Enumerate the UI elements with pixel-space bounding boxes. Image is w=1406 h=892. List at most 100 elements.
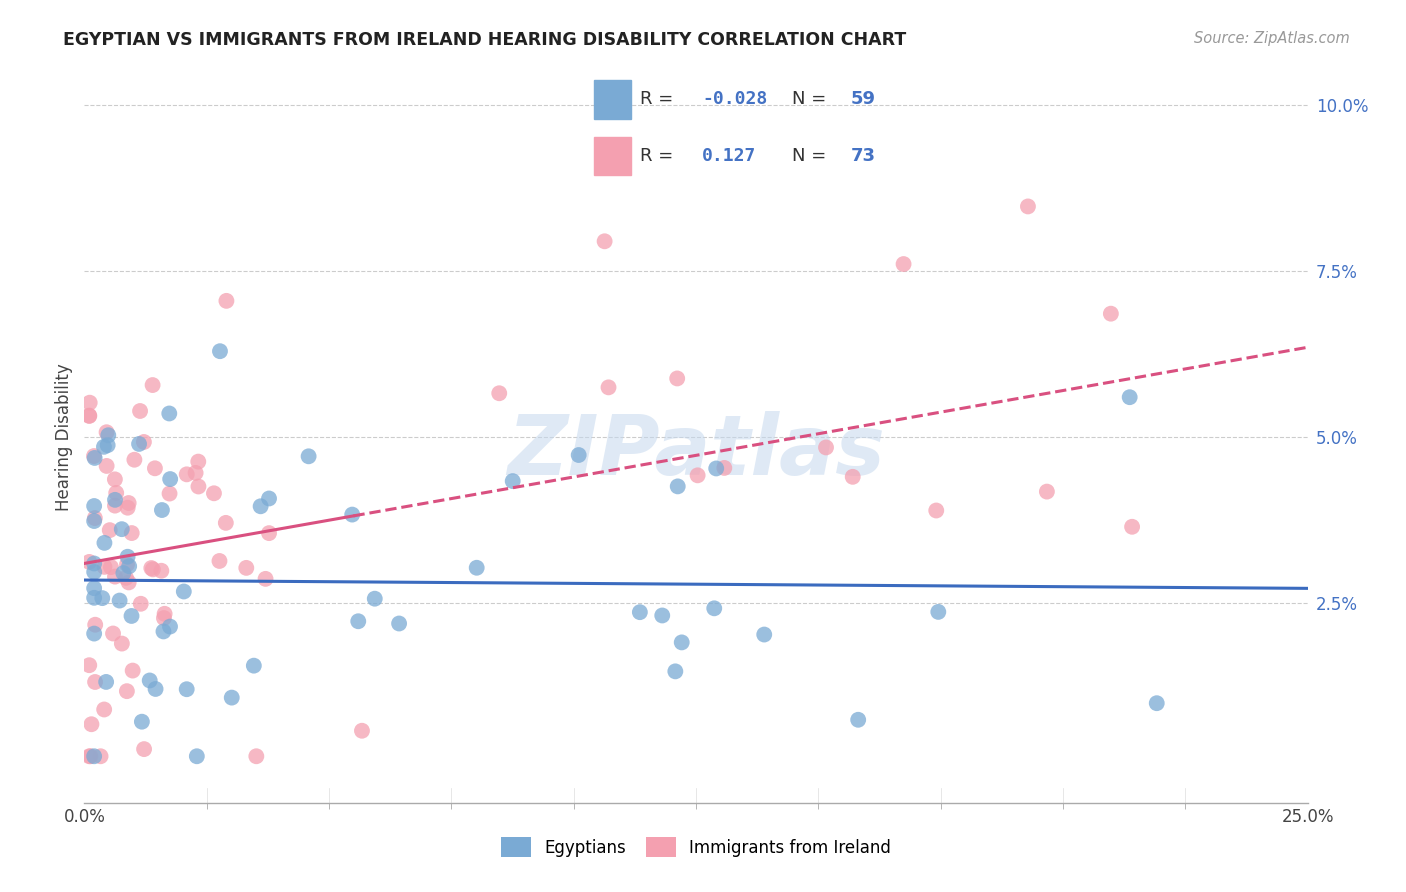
Bar	[595, 136, 631, 175]
Point	[1036, 484, 1059, 499]
Point	[142, 378, 165, 392]
Point	[488, 386, 510, 401]
Point	[176, 467, 198, 482]
Point	[666, 479, 689, 493]
Point	[208, 554, 231, 568]
Point	[118, 559, 141, 574]
Point	[111, 522, 134, 536]
Point	[254, 572, 277, 586]
Point	[593, 234, 616, 248]
Point	[342, 508, 364, 522]
Point	[364, 591, 387, 606]
Point	[927, 605, 949, 619]
Point	[142, 562, 165, 576]
Point	[79, 749, 101, 764]
Point	[187, 455, 209, 469]
Point	[104, 492, 127, 507]
Point	[121, 526, 143, 541]
Point	[93, 560, 115, 574]
Point	[83, 499, 105, 513]
Point	[83, 450, 105, 465]
Point	[249, 500, 271, 514]
Point	[159, 472, 181, 486]
Text: R =: R =	[640, 90, 679, 109]
Y-axis label: Hearing Disability: Hearing Disability	[55, 363, 73, 511]
Point	[121, 664, 143, 678]
Point	[77, 409, 100, 423]
Point	[150, 503, 173, 517]
Point	[132, 742, 155, 756]
Point	[83, 514, 105, 528]
Point	[83, 511, 105, 525]
Point	[176, 682, 198, 697]
Point	[846, 713, 869, 727]
Point	[208, 344, 231, 359]
Text: -0.028: -0.028	[703, 90, 768, 109]
Point	[91, 591, 114, 606]
Point	[215, 516, 238, 530]
Point	[159, 619, 181, 633]
Point	[150, 564, 173, 578]
Point	[157, 407, 180, 421]
Point	[104, 499, 127, 513]
Point	[115, 558, 138, 572]
Point	[77, 555, 100, 569]
Point	[129, 404, 152, 418]
Point	[598, 380, 620, 394]
Point	[297, 450, 319, 464]
Point	[118, 496, 141, 510]
Point	[83, 581, 105, 595]
Point	[243, 658, 266, 673]
Point	[664, 665, 686, 679]
Point	[84, 617, 107, 632]
Point	[101, 626, 124, 640]
Point	[104, 569, 127, 583]
Point	[1121, 520, 1143, 534]
Point	[93, 702, 115, 716]
Text: EGYPTIAN VS IMMIGRANTS FROM IRELAND HEARING DISABILITY CORRELATION CHART: EGYPTIAN VS IMMIGRANTS FROM IRELAND HEAR…	[63, 31, 907, 49]
Point	[115, 571, 138, 585]
Point	[128, 437, 150, 451]
Point	[704, 461, 727, 475]
Point	[1118, 390, 1140, 404]
Point	[257, 526, 280, 541]
Point	[129, 597, 152, 611]
Point	[159, 486, 181, 500]
Point	[502, 474, 524, 488]
Point	[153, 607, 176, 621]
Point	[97, 438, 120, 452]
Point	[841, 470, 863, 484]
Point	[186, 749, 208, 764]
Point	[1017, 199, 1039, 213]
Point	[77, 409, 100, 423]
Text: N =: N =	[792, 90, 832, 109]
Point	[153, 611, 176, 625]
Point	[77, 749, 100, 764]
Bar	[595, 80, 631, 119]
Point	[98, 523, 121, 537]
Point	[132, 434, 155, 449]
Point	[568, 448, 591, 462]
Point	[115, 684, 138, 698]
Point	[138, 673, 160, 688]
Point	[83, 749, 105, 764]
Point	[713, 461, 735, 475]
Point	[671, 635, 693, 649]
Point	[465, 561, 488, 575]
Text: N =: N =	[792, 147, 832, 165]
Text: ZIPatlas: ZIPatlas	[508, 411, 884, 492]
Point	[202, 486, 225, 500]
Point	[111, 636, 134, 650]
Point	[814, 441, 837, 455]
Point	[94, 674, 117, 689]
Point	[84, 675, 107, 690]
Legend: Egyptians, Immigrants from Ireland: Egyptians, Immigrants from Ireland	[494, 830, 898, 864]
Point	[108, 593, 131, 607]
Text: 59: 59	[851, 90, 876, 109]
Point	[350, 723, 373, 738]
Point	[235, 561, 257, 575]
Point	[257, 491, 280, 506]
Point	[118, 575, 141, 590]
Point	[893, 257, 915, 271]
Point	[117, 549, 139, 564]
